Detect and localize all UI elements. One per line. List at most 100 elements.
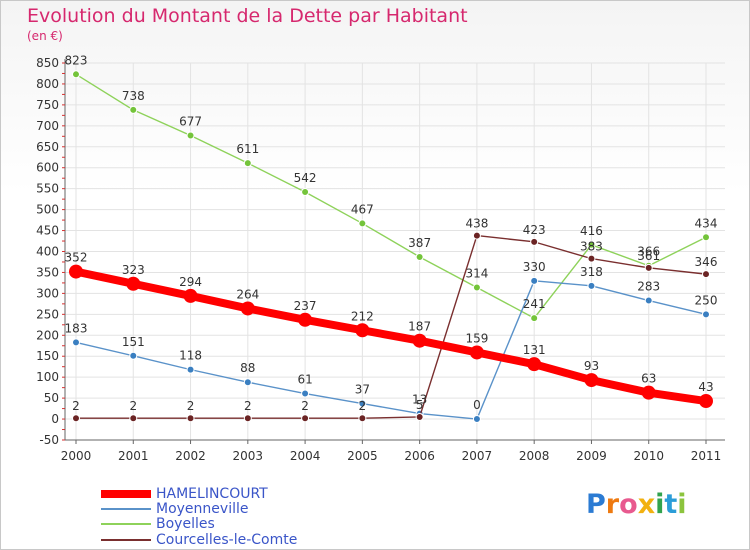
data-point bbox=[358, 219, 367, 228]
data-label: 416 bbox=[580, 224, 603, 238]
data-point bbox=[301, 188, 310, 197]
y-tick-label: 150 bbox=[36, 349, 59, 363]
data-point bbox=[186, 365, 195, 374]
data-label: 467 bbox=[351, 202, 374, 216]
data-point bbox=[129, 105, 138, 114]
data-label: 5 bbox=[416, 398, 424, 412]
data-label: 352 bbox=[65, 251, 88, 265]
y-tick-label: 750 bbox=[36, 98, 59, 112]
y-tick-label: 700 bbox=[36, 119, 59, 133]
data-point bbox=[243, 378, 252, 387]
data-point bbox=[69, 264, 83, 279]
data-point bbox=[472, 415, 481, 424]
data-label: 2 bbox=[187, 399, 195, 413]
x-tick-label: 2003 bbox=[233, 449, 264, 463]
data-label: 2 bbox=[244, 399, 252, 413]
data-label: 43 bbox=[698, 380, 713, 394]
y-tick-label: 250 bbox=[36, 307, 59, 321]
x-tick-label: 2005 bbox=[347, 449, 378, 463]
data-point bbox=[240, 301, 255, 316]
data-point bbox=[587, 254, 596, 263]
x-tick-label: 2009 bbox=[576, 449, 607, 463]
y-tick-label: 300 bbox=[36, 286, 59, 300]
proxiti-logo: Proxiti bbox=[586, 489, 687, 520]
legend-swatch bbox=[101, 539, 151, 541]
data-point bbox=[472, 283, 481, 292]
data-label: 0 bbox=[473, 398, 481, 412]
legend-label: Boyelles bbox=[156, 516, 215, 532]
data-label: 823 bbox=[65, 53, 88, 67]
y-tick-label: 0 bbox=[51, 412, 59, 426]
data-label: 131 bbox=[523, 343, 546, 357]
data-point bbox=[186, 414, 195, 423]
legend-label: Courcelles-le-Comte bbox=[156, 532, 298, 548]
series-line-moyenneville bbox=[75, 280, 707, 420]
data-point bbox=[412, 333, 427, 348]
x-tick-label: 2002 bbox=[175, 449, 206, 463]
data-label: 237 bbox=[294, 299, 317, 313]
data-point bbox=[587, 281, 596, 290]
data-label: 314 bbox=[465, 267, 488, 281]
data-point bbox=[472, 231, 481, 240]
y-tick-label: 800 bbox=[36, 77, 59, 91]
data-label: 438 bbox=[465, 217, 488, 231]
data-label: 151 bbox=[122, 335, 145, 349]
x-tick-label: 2001 bbox=[118, 449, 149, 463]
data-label: 738 bbox=[122, 89, 145, 103]
chart-series bbox=[69, 70, 713, 424]
data-label: 423 bbox=[523, 223, 546, 237]
legend-swatch bbox=[101, 508, 151, 510]
data-point bbox=[186, 131, 195, 140]
data-label: 13 bbox=[412, 393, 427, 407]
data-point bbox=[72, 70, 80, 79]
data-point bbox=[530, 314, 539, 323]
data-point bbox=[129, 414, 138, 423]
chart-grid bbox=[65, 62, 725, 441]
chart-unit: (en €) bbox=[27, 29, 63, 43]
y-tick-label: 500 bbox=[36, 203, 59, 217]
y-tick-label: 200 bbox=[36, 328, 59, 342]
data-point bbox=[358, 414, 367, 423]
data-point bbox=[72, 338, 80, 347]
legend-label: HAMELINCOURT bbox=[156, 486, 268, 502]
series-line-boyelles bbox=[75, 73, 707, 319]
data-label: 63 bbox=[641, 372, 656, 386]
y-tick-label: 600 bbox=[36, 161, 59, 175]
data-point bbox=[469, 345, 484, 360]
data-point bbox=[530, 237, 539, 246]
series-line-courcelles-le-comte bbox=[75, 234, 707, 419]
y-tick-label: 450 bbox=[36, 224, 59, 238]
data-label: 264 bbox=[236, 287, 259, 301]
data-label: 323 bbox=[122, 263, 145, 277]
data-point bbox=[129, 351, 138, 360]
data-label: 2 bbox=[301, 399, 309, 413]
y-tick-label: 350 bbox=[36, 265, 59, 279]
series-line-hamelincourt bbox=[72, 267, 710, 406]
data-point bbox=[584, 373, 599, 388]
x-tick-label: 2008 bbox=[519, 449, 550, 463]
data-point bbox=[530, 276, 539, 285]
data-point bbox=[702, 310, 710, 319]
y-tick-label: 650 bbox=[36, 140, 59, 154]
data-label: 361 bbox=[637, 249, 660, 263]
x-tick-label: 2010 bbox=[633, 449, 664, 463]
chart-title: Evolution du Montant de la Dette par Hab… bbox=[27, 5, 468, 27]
data-point bbox=[355, 323, 370, 338]
y-tick-label: 50 bbox=[44, 391, 59, 405]
data-point bbox=[183, 288, 198, 303]
data-label: 346 bbox=[695, 255, 718, 269]
data-point bbox=[702, 270, 710, 279]
x-tick-label: 2000 bbox=[61, 449, 92, 463]
data-point bbox=[527, 357, 542, 372]
y-tick-label: 550 bbox=[36, 182, 59, 196]
legend-swatch bbox=[101, 523, 151, 525]
data-label: 93 bbox=[584, 359, 599, 373]
data-label: 183 bbox=[65, 321, 88, 335]
data-point bbox=[243, 159, 252, 168]
data-label: 2 bbox=[129, 399, 137, 413]
x-tick-label: 2007 bbox=[462, 449, 493, 463]
data-label: 677 bbox=[179, 114, 202, 128]
data-point bbox=[702, 233, 710, 242]
data-point bbox=[644, 296, 653, 305]
